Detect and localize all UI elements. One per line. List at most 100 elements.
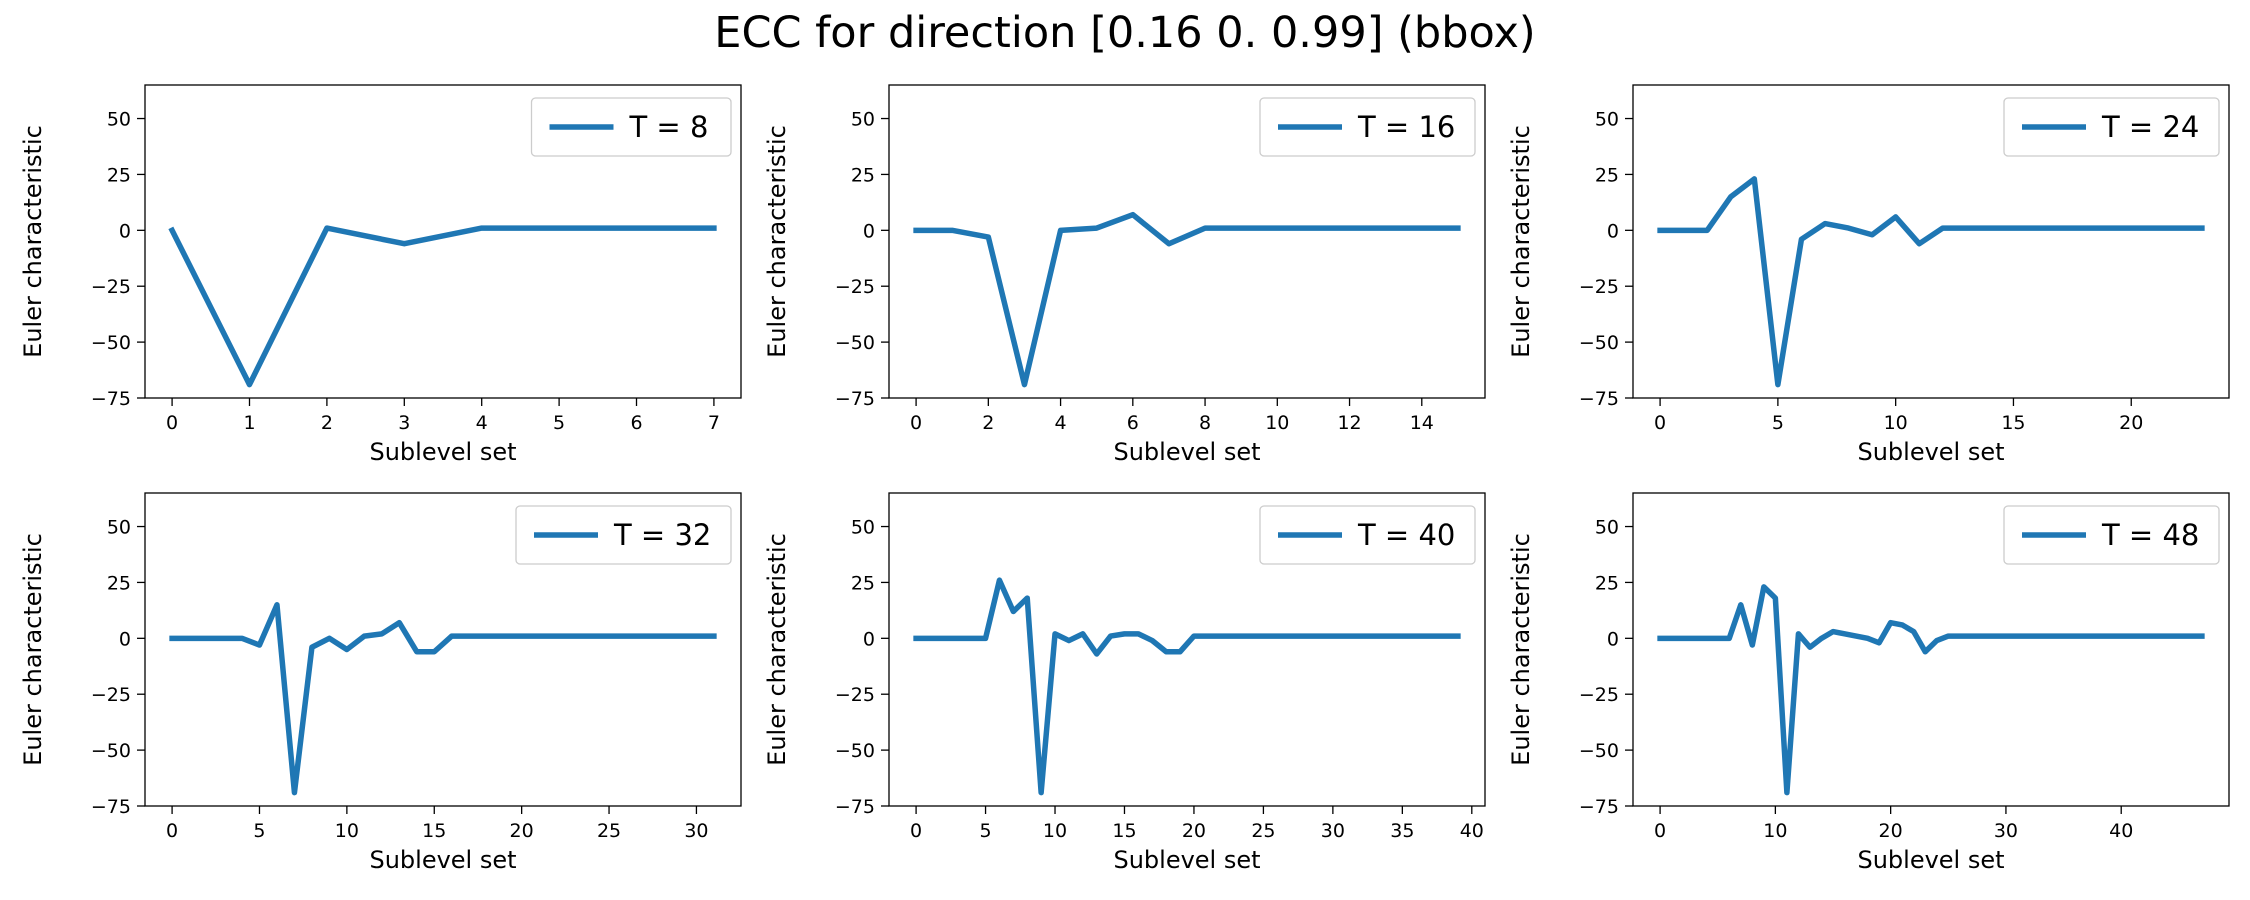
y-axis-label: Euler characteristic (763, 125, 791, 358)
y-axis-label: Euler characteristic (19, 125, 47, 358)
x-tick-label: 3 (398, 412, 410, 434)
y-tick-label: 0 (119, 220, 131, 242)
legend-box (530, 97, 732, 157)
x-tick-label: 4 (476, 412, 488, 434)
y-tick-label: 25 (851, 572, 875, 594)
y-tick-label: −50 (1579, 740, 1619, 762)
x-tick-label: 5 (253, 820, 265, 842)
x-tick-label: 40 (2109, 820, 2133, 842)
x-axis-label: Sublevel set (1857, 846, 2004, 874)
x-tick-label: 8 (1199, 412, 1211, 434)
y-tick-label: −25 (91, 276, 131, 298)
y-tick-label: 50 (851, 517, 875, 539)
x-tick-label: 25 (597, 820, 621, 842)
y-tick-label: −25 (835, 684, 875, 706)
series-line (913, 577, 1461, 796)
x-tick-label: 15 (1112, 820, 1136, 842)
y-tick-label: 50 (851, 109, 875, 131)
x-tick-label: 30 (1994, 820, 2018, 842)
y-tick-label: 0 (119, 628, 131, 650)
y-tick-label: 25 (1595, 164, 1619, 186)
legend: T = 40 (1259, 505, 1476, 565)
subplot-1: −75 −50 −25 0 25 50 0 1 2 3 4 5 6 7 Sublevel set Euler … (19, 84, 742, 466)
x-axis-label: Sublevel set (1857, 438, 2004, 466)
x-tick-label: 0 (166, 412, 178, 434)
y-tick-label: 50 (107, 517, 131, 539)
y-tick-label: 25 (107, 572, 131, 594)
x-tick-label: 0 (1654, 412, 1666, 434)
y-tick-label: −25 (91, 684, 131, 706)
y-tick-label: 50 (107, 109, 131, 131)
subplot-2: −75 −50 −25 0 25 50 0 2 4 6 8 10 12 14 Sublevel set Eul… (763, 84, 1486, 466)
subplot-3: −75 −50 −25 0 25 50 0 5 10 15 20 Sublevel set Euler … (1507, 84, 2230, 466)
x-tick-label: 10 (1763, 820, 1787, 842)
x-tick-label: 14 (1410, 412, 1434, 434)
x-tick-label: 30 (1321, 820, 1345, 842)
legend-box (1259, 505, 1476, 565)
y-tick-label: 0 (863, 628, 875, 650)
x-axis-label: Sublevel set (1113, 846, 1260, 874)
x-tick-label: 10 (1265, 412, 1289, 434)
x-tick-label: 6 (630, 412, 642, 434)
legend: T = 24 (2003, 97, 2220, 157)
x-tick-label: 35 (1390, 820, 1414, 842)
y-tick-label: −50 (1579, 332, 1619, 354)
legend: T = 8 (530, 97, 732, 157)
y-axis-label: Euler characteristic (763, 533, 791, 766)
axes-frame (888, 492, 1486, 807)
axes-frame (1632, 492, 2230, 807)
legend-label: T = 32 (613, 518, 711, 552)
legend-box (1259, 97, 1476, 157)
x-tick-label: 0 (166, 820, 178, 842)
series-line (1657, 584, 2205, 796)
legend: T = 32 (515, 505, 732, 565)
axes-frame (144, 492, 742, 807)
y-tick-label: −50 (835, 332, 875, 354)
x-tick-label: 5 (553, 412, 565, 434)
axes-frame (888, 84, 1486, 399)
x-tick-label: 2 (982, 412, 994, 434)
series-line (1657, 176, 2205, 388)
x-tick-label: 15 (2001, 412, 2025, 434)
series-line (168, 225, 717, 388)
x-tick-label: 25 (1251, 820, 1275, 842)
x-axis-label: Sublevel set (369, 438, 516, 466)
x-tick-label: 1 (243, 412, 255, 434)
legend-box (2003, 505, 2220, 565)
axes-frame (144, 84, 742, 399)
x-tick-label: 5 (1772, 412, 1784, 434)
legend: T = 48 (2003, 505, 2220, 565)
x-tick-label: 20 (510, 820, 534, 842)
x-tick-label: 2 (321, 412, 333, 434)
x-tick-label: 15 (422, 820, 446, 842)
y-tick-label: 25 (1595, 572, 1619, 594)
y-axis-label: Euler characteristic (19, 533, 47, 766)
y-tick-label: 25 (851, 164, 875, 186)
axes-frame (1632, 84, 2230, 399)
legend-label: T = 48 (2101, 518, 2199, 552)
x-tick-label: 40 (1460, 820, 1484, 842)
y-tick-label: 0 (1607, 628, 1619, 650)
legend-label: T = 24 (2101, 110, 2199, 144)
x-tick-label: 20 (1879, 820, 1903, 842)
legend-box (2003, 97, 2220, 157)
x-axis-label: Sublevel set (369, 846, 516, 874)
y-tick-label: 0 (863, 220, 875, 242)
x-tick-label: 20 (2119, 412, 2143, 434)
y-tick-label: −75 (1579, 388, 1619, 410)
y-tick-label: −75 (835, 388, 875, 410)
subplot-6: −75 −50 −25 0 25 50 0 10 20 30 40 Sublevel set Euler… (1507, 492, 2230, 874)
x-tick-label: 6 (1127, 412, 1139, 434)
series-line (913, 211, 1461, 388)
y-axis-label: Euler characteristic (1507, 533, 1535, 766)
y-tick-label: −50 (835, 740, 875, 762)
y-tick-label: 25 (107, 164, 131, 186)
y-tick-label: −75 (835, 796, 875, 818)
y-tick-label: 50 (1595, 109, 1619, 131)
y-tick-label: −75 (91, 796, 131, 818)
y-tick-label: −50 (91, 740, 131, 762)
legend-box (515, 505, 732, 565)
subplot-4: −75 −50 −25 0 25 50 0 5 10 15 20 25 30 Sublevel set Eu… (19, 492, 742, 874)
series-line (169, 602, 717, 796)
x-tick-label: 0 (910, 412, 922, 434)
